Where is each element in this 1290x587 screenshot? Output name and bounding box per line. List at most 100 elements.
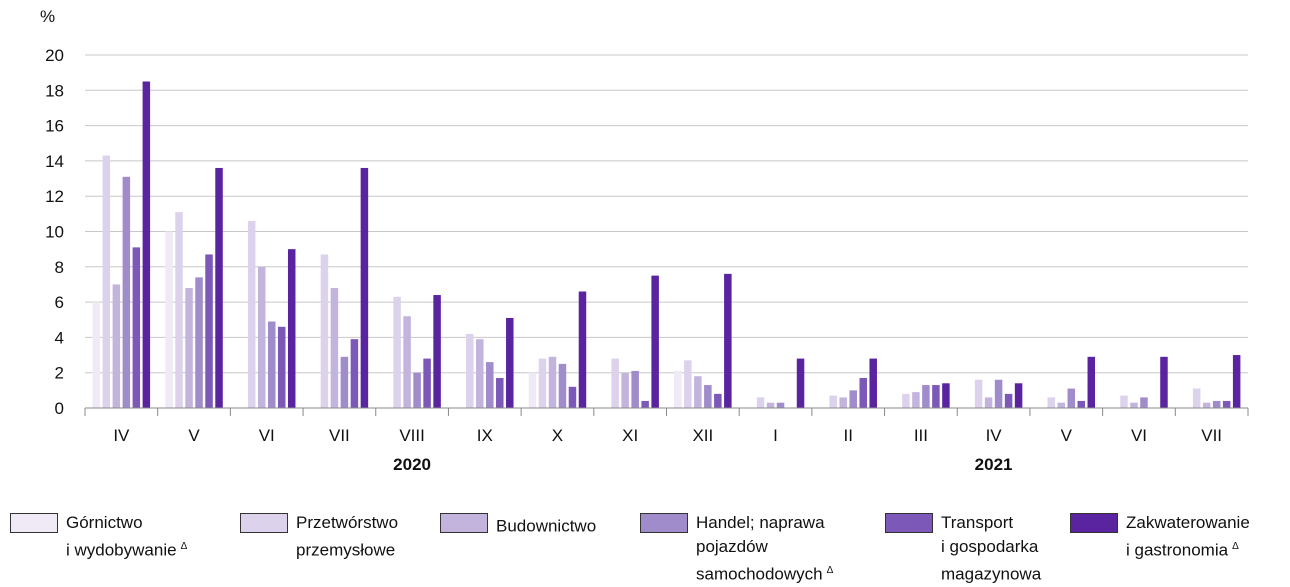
bar [548, 356, 557, 408]
legend-label: Handel; naprawa pojazdów samochodowych Δ [696, 513, 834, 584]
y-tick-label: 12 [45, 187, 64, 206]
bar [1067, 388, 1076, 408]
bar [1077, 400, 1086, 408]
y-tick-label: 2 [55, 364, 64, 383]
bar [974, 379, 983, 408]
bar [902, 393, 910, 408]
x-tick-label: IV [113, 426, 130, 445]
bar [1130, 402, 1138, 408]
y-axis: % 0 2 4 6 8 10 12 14 16 18 20 [40, 7, 64, 418]
y-tick-label: 6 [55, 293, 64, 312]
y-tick-label: 8 [55, 258, 64, 277]
bar [839, 397, 847, 408]
bar [433, 295, 441, 408]
bar [257, 266, 266, 408]
bar [756, 397, 765, 408]
bar [724, 273, 732, 408]
bar [694, 376, 702, 408]
legend-swatch [240, 513, 288, 533]
year-label: 2020 [393, 455, 431, 474]
bar [496, 377, 504, 408]
bar [1192, 388, 1201, 408]
bar [776, 402, 785, 408]
bar [1087, 356, 1096, 408]
bar [932, 385, 940, 408]
bar [538, 358, 547, 408]
legend-item-trade: Handel; naprawa pojazdów samochodowych Δ [640, 511, 833, 587]
bar [506, 317, 514, 408]
x-tick-label: VIII [399, 426, 425, 445]
y-tick-label: 14 [45, 152, 64, 171]
bar [486, 362, 494, 408]
bar [684, 360, 692, 408]
y-axis-unit-label: % [40, 7, 55, 26]
bar [849, 390, 857, 408]
bar [175, 212, 183, 408]
bar [984, 397, 993, 408]
bar [1232, 355, 1241, 408]
bar [1014, 383, 1023, 408]
bar [912, 392, 920, 408]
bars [92, 81, 1241, 408]
bar [122, 176, 131, 408]
legend-item-construction: Budownictwo [440, 511, 600, 539]
x-tick-label: VI [1131, 426, 1147, 445]
bar [340, 356, 349, 408]
y-tick-label: 0 [55, 399, 64, 418]
bar [277, 326, 286, 408]
legend-swatch [640, 513, 688, 533]
x-tick-label: X [552, 426, 563, 445]
bar [994, 379, 1003, 408]
x-tick-label: XI [622, 426, 638, 445]
bar [859, 377, 867, 408]
bar [1222, 400, 1231, 408]
bar [102, 155, 111, 408]
bar [611, 358, 619, 408]
bar [1202, 402, 1211, 408]
bar [528, 372, 537, 408]
bar [142, 81, 151, 408]
x-tick-label: IX [477, 426, 493, 445]
x-tick-label: VI [259, 426, 275, 445]
x-tick-label: II [843, 426, 852, 445]
bar [1004, 393, 1013, 408]
legend-swatch [1070, 513, 1118, 533]
y-tick-label: 20 [45, 46, 64, 65]
legend-item-accommodation: Zakwaterowanie i gastronomia Δ [1070, 511, 1250, 563]
x-tick-label: XII [692, 426, 713, 445]
legend-item-manufacturing: Przetwórstwo przemysłowe [240, 511, 399, 563]
x-tick-label: V [188, 426, 200, 445]
bar [558, 363, 567, 408]
legend-swatch [440, 513, 488, 533]
legend-swatch [10, 513, 58, 533]
bar [320, 254, 329, 408]
bar [578, 291, 587, 408]
bar [165, 231, 173, 408]
bar [423, 358, 431, 408]
x-tick-label: VII [329, 426, 350, 445]
bar [205, 254, 213, 408]
bar [1057, 402, 1066, 408]
bar [215, 167, 223, 408]
bar [568, 386, 577, 408]
bar [1120, 395, 1128, 408]
legend-label: Budownictwo [496, 516, 597, 536]
legend-swatch [885, 513, 933, 533]
bar [1047, 397, 1056, 408]
bar [766, 402, 775, 408]
bar [674, 370, 682, 408]
year-label: 2021 [975, 455, 1013, 474]
bar [267, 321, 276, 408]
bar [621, 372, 629, 408]
bar [631, 370, 639, 408]
bar [922, 385, 930, 408]
bar [92, 302, 101, 408]
x-tick-label: I [773, 426, 778, 445]
legend-label: Transport i gospodarka magazynowa [941, 513, 1042, 584]
bar [466, 333, 474, 408]
bar [651, 275, 659, 408]
bar [1140, 397, 1148, 408]
bar [869, 358, 877, 408]
